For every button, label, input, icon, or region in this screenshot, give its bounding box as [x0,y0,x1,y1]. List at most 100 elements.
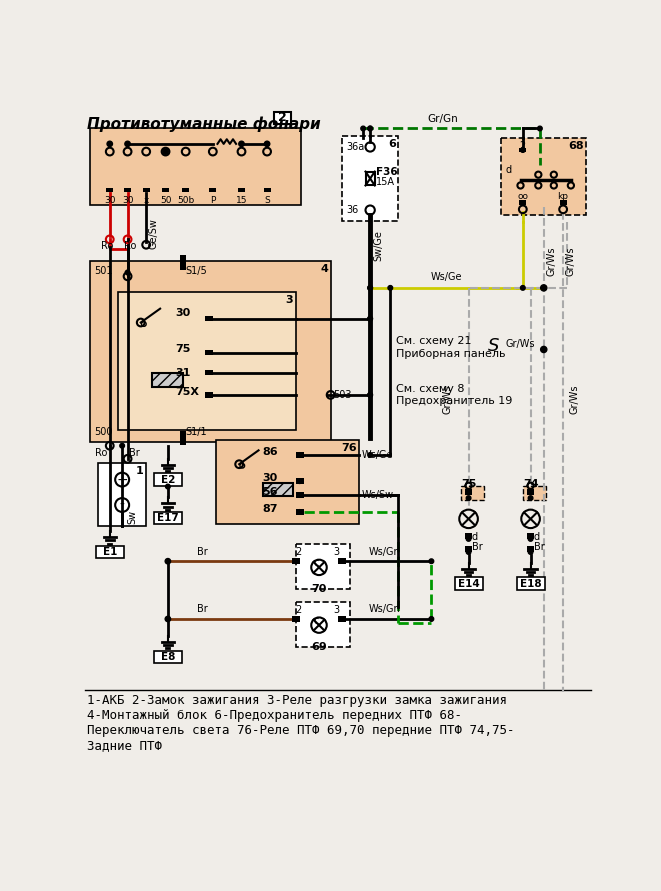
Text: Br: Br [198,604,208,615]
Text: 36a: 36a [346,142,364,152]
Text: c: c [313,558,319,568]
Circle shape [537,127,542,131]
Text: 74: 74 [523,479,539,489]
Bar [295,493,303,498]
Text: См. схему 8: См. схему 8 [397,384,465,394]
Bar [338,558,346,564]
Circle shape [368,393,373,397]
Circle shape [125,141,130,147]
Bar [154,650,182,663]
Text: E2: E2 [161,475,175,485]
Bar [205,392,213,397]
Text: -: - [120,498,124,512]
Text: E8: E8 [161,651,175,662]
Text: Приборная панель: Приборная панель [397,348,506,359]
Text: 76: 76 [341,443,357,453]
Text: Ws/Gn: Ws/Gn [369,546,401,557]
Circle shape [466,550,471,554]
Text: 1-АКБ 2-Замок зажигания 3-Реле разгрузки замка зажигания
4-Монтажный блок 6-Пред: 1-АКБ 2-Замок зажигания 3-Реле разгрузки… [87,694,515,752]
Bar [91,261,330,442]
Text: 36: 36 [346,205,358,215]
Circle shape [368,393,373,397]
Bar [180,255,186,270]
Circle shape [120,444,124,448]
Text: 87: 87 [262,503,278,514]
Bar [124,188,131,192]
Text: E1: E1 [102,547,117,557]
Text: 75X: 75X [176,387,200,396]
Circle shape [541,285,547,291]
Bar [517,577,545,590]
Bar [264,188,270,192]
Circle shape [368,127,373,131]
Text: 500: 500 [95,428,113,437]
Text: 75: 75 [461,479,477,489]
Text: 86: 86 [262,447,278,457]
Bar [520,148,526,152]
Bar [465,546,473,552]
Text: 15A: 15A [376,177,395,187]
Text: Br: Br [198,546,208,557]
Text: Ws/Gn: Ws/Gn [369,604,401,615]
Text: 68: 68 [568,141,584,151]
Text: Ws/Ge: Ws/Ge [431,273,463,282]
Circle shape [239,141,244,147]
Bar [91,128,301,206]
Text: c: c [313,616,319,625]
Bar [106,188,113,192]
Text: Br: Br [533,542,545,552]
Text: S: S [264,196,270,205]
Text: S: S [488,337,499,355]
Text: Противотуманные фонари: Противотуманные фонари [87,117,321,133]
Circle shape [264,141,270,147]
Text: 69: 69 [311,642,327,652]
Bar [366,172,375,185]
Bar [342,136,398,221]
Bar [295,478,303,484]
Circle shape [368,127,373,131]
Text: x: x [143,196,149,205]
Text: См. схему 21: См. схему 21 [397,337,472,347]
Circle shape [520,285,525,290]
Text: d: d [505,165,511,175]
Circle shape [429,617,434,621]
Text: E18: E18 [520,578,541,589]
Text: P: P [210,196,215,205]
Circle shape [107,141,112,147]
Bar [560,200,566,205]
Circle shape [528,495,533,501]
Text: 75: 75 [176,345,191,355]
Text: 70: 70 [311,584,327,594]
Text: Gr/Ws: Gr/Ws [505,339,535,349]
Bar [501,138,586,215]
Text: Ge/Sw: Ge/Sw [149,218,159,249]
Text: 50: 50 [160,196,171,205]
Circle shape [528,550,533,554]
Bar [461,486,484,500]
Bar [527,489,535,495]
Text: 1: 1 [136,466,144,476]
Bar [205,370,213,375]
Circle shape [297,493,302,497]
Bar [263,484,293,495]
Text: 2: 2 [295,547,302,558]
Text: Br: Br [472,542,483,552]
Text: 56: 56 [262,486,278,497]
Text: kp: kp [558,192,568,200]
Circle shape [528,536,533,541]
Text: Ws/Ge: Ws/Ge [362,450,393,460]
Circle shape [165,484,170,489]
Text: 3: 3 [286,295,293,305]
Text: 30: 30 [122,196,134,205]
Circle shape [368,453,373,457]
Text: Gr/Ws: Gr/Ws [443,385,453,414]
Text: Sw/Ge: Sw/Ge [373,230,383,261]
Circle shape [368,316,373,321]
Bar [162,188,169,192]
Circle shape [165,617,171,622]
Bar [154,473,182,486]
Text: 31: 31 [176,368,191,378]
Circle shape [520,148,525,152]
Text: Gr/Ws: Gr/Ws [569,385,579,414]
Text: 30: 30 [104,196,116,205]
